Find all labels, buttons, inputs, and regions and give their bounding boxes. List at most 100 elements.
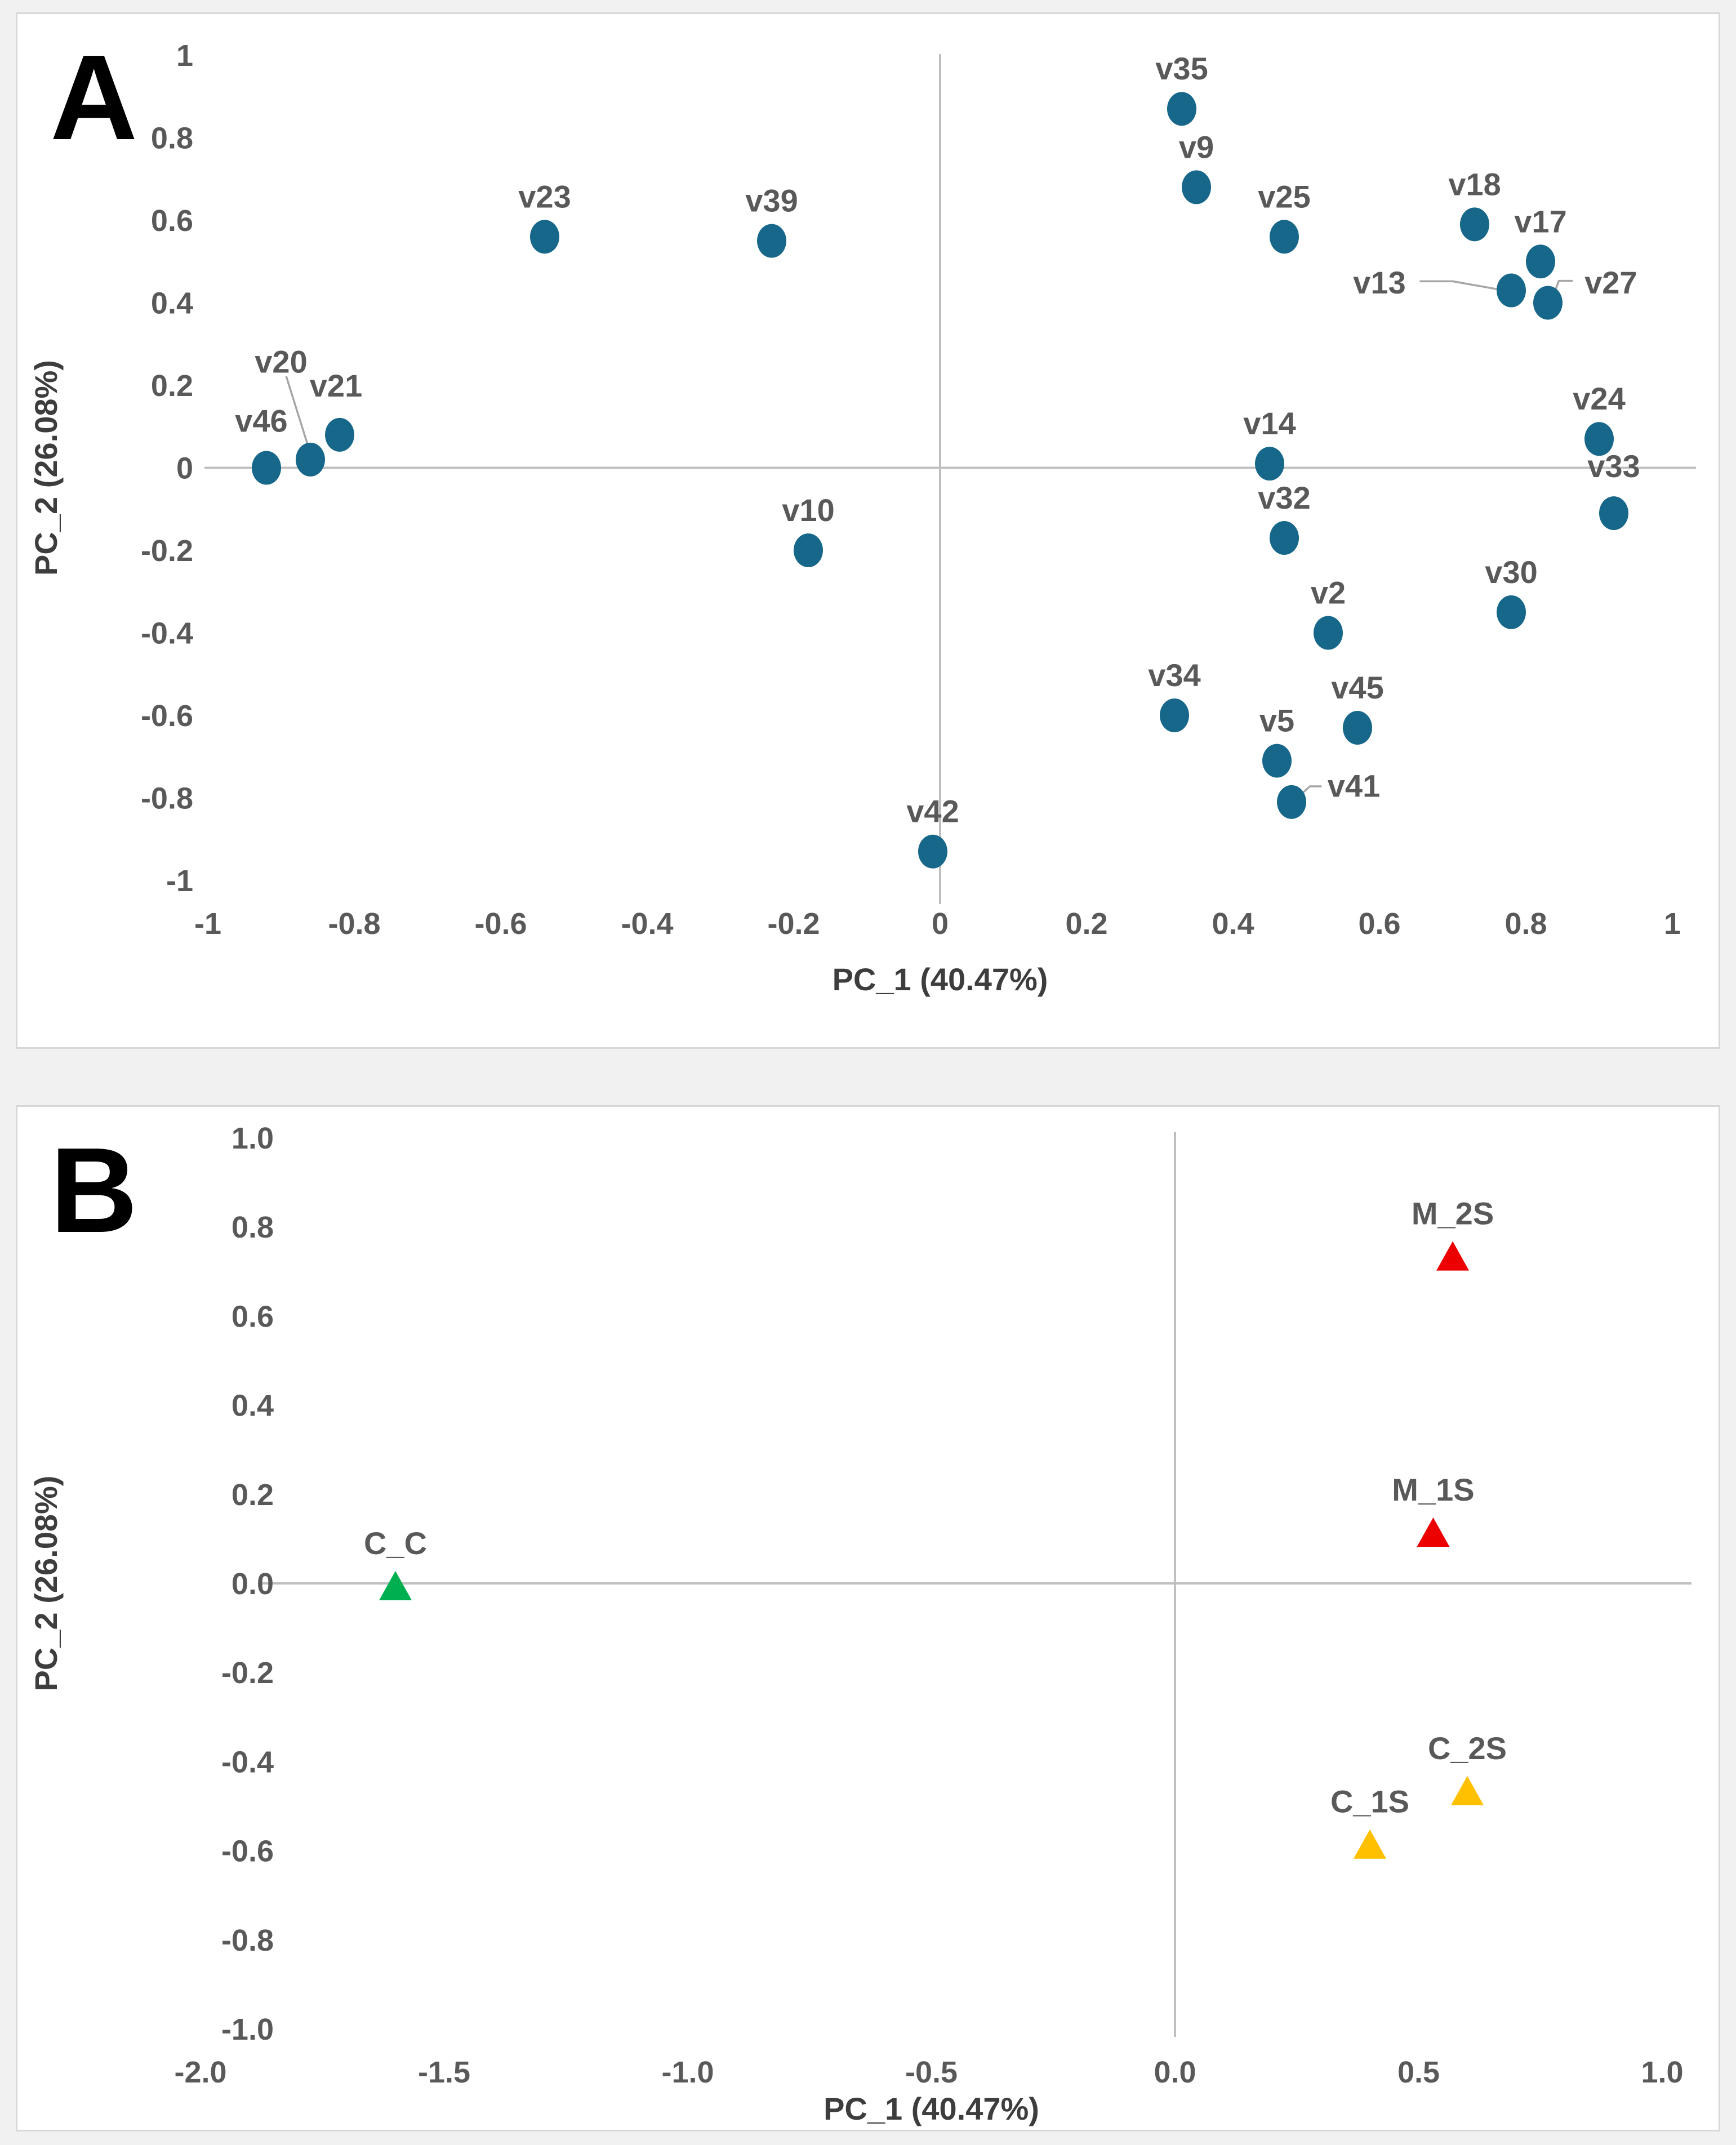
y-tick-label: -1.0 [221,2013,274,2046]
data-label-C_C: C_C [364,1525,427,1561]
data-point-C_1S [1354,1829,1386,1859]
data-label-v32: v32 [1258,480,1310,515]
data-label-v34: v34 [1148,657,1200,693]
x-axis-title: PC_1 (40.47%) [833,962,1048,997]
data-point-v27 [1533,286,1563,320]
y-tick-label: 0.8 [232,1211,274,1244]
y-tick-label: -0.6 [221,1835,274,1868]
y-tick-label: 0.8 [151,122,193,155]
data-label-v25: v25 [1258,179,1310,214]
y-tick-label: 0.4 [151,287,193,321]
x-tick-label: -1.5 [418,2055,470,2089]
data-point-C_2S [1451,1775,1484,1805]
x-tick-label: -1.0 [661,2055,714,2089]
data-point-v13 [1497,273,1526,308]
panel-b: B -2.0 -1.5 -1.0 -0.5 0.0 0.5 1.0 1.0 0.8 0.6 0.4 0… [16,1105,1720,2131]
y-tick-label: 0.2 [232,1478,274,1512]
y-tick-label: -0.4 [221,1745,274,1779]
y-tick-label: -0.2 [221,1656,274,1690]
y-tick-label: 0.0 [232,1567,274,1601]
x-axis-title: PC_1 (40.47%) [824,2091,1039,2126]
x-tick-label: 1 [1664,907,1681,941]
x-tick-label: -0.2 [767,907,820,941]
data-point-M_2S [1436,1241,1470,1271]
data-point-v24 [1584,422,1614,456]
x-tick-label: -2.0 [174,2055,226,2089]
data-point-v33 [1599,496,1628,531]
data-label-v17: v17 [1514,203,1566,239]
x-tick-label: -0.8 [328,907,380,941]
y-tick-label: -0.6 [141,699,193,733]
data-label-C_2S: C_2S [1428,1730,1507,1766]
data-label-v21: v21 [310,368,362,403]
data-point-M_1S [1417,1517,1450,1547]
x-tick-label: 0.8 [1504,907,1547,941]
y-tick-label: -0.8 [221,1924,274,1957]
data-label-v13: v13 [1353,265,1405,300]
data-point-v46 [252,451,281,485]
x-tick-label: 0.0 [1154,2055,1196,2089]
data-label-v9: v9 [1179,129,1214,164]
data-point-v18 [1460,207,1489,242]
data-point-v2 [1314,616,1343,650]
data-point-v25 [1270,220,1299,254]
panel-a-letter: A [50,29,138,165]
data-label-v5: v5 [1259,703,1294,738]
x-tick-label: -0.6 [474,907,527,941]
data-label-v46: v46 [235,403,287,438]
y-tick-label: 1.0 [232,1122,274,1155]
pca-loadings-scatter-plot: -1 -0.8 -0.6 -0.4 -0.2 0 0.2 0.4 0.6 0.8 1 1 0.8 0.6 0… [28,39,1696,997]
data-point-v35 [1167,92,1196,126]
data-point-v5 [1262,744,1292,778]
y-tick-label: 0 [176,452,193,486]
data-point-v32 [1270,521,1299,555]
y-tick-label: 0.6 [232,1300,274,1333]
data-label-v42: v42 [906,794,959,829]
data-point-v39 [757,224,786,258]
y-tick-label: 0.2 [151,369,193,403]
data-label-v24: v24 [1573,381,1625,416]
panel-b-letter: B [50,1122,138,1258]
x-tick-label: -0.5 [905,2055,958,2089]
y-tick-label: 0.4 [232,1389,274,1423]
data-label-v10: v10 [782,492,834,528]
y-tick-label: -0.2 [141,534,193,568]
data-label-M_2S: M_2S [1412,1196,1494,1231]
data-point-v45 [1343,710,1372,745]
data-point-v34 [1160,698,1189,732]
data-point-v10 [794,533,823,567]
data-point-v17 [1526,244,1555,279]
data-point-C_C [379,1570,412,1600]
x-tick-label: -0.4 [621,907,673,941]
data-point-v14 [1255,447,1284,481]
data-label-v45: v45 [1331,670,1383,705]
data-point-v23 [530,220,559,254]
y-tick-label: -1 [166,864,193,898]
data-label-v14: v14 [1243,406,1296,441]
data-label-v23: v23 [518,179,571,214]
data-point-v30 [1497,595,1526,629]
data-label-v20: v20 [255,344,307,380]
panel-a: A -1 -0.8 -0.6 -0.4 -0.2 0 0.2 0.4 0.6 0.8 1 1 0.8 0.… [16,12,1720,1049]
data-point-v20 [296,442,325,477]
y-tick-label: 1 [176,39,193,73]
leader-line-v20 [285,376,309,447]
x-tick-label: 0.5 [1397,2055,1440,2089]
x-tick-label: 0.2 [1065,907,1107,941]
data-label-v39: v39 [745,183,798,219]
data-label-v35: v35 [1155,51,1208,86]
data-label-v41: v41 [1328,768,1380,804]
leader-line-v13 [1419,280,1500,291]
pca-scores-scatter-plot: -2.0 -1.5 -1.0 -0.5 0.0 0.5 1.0 1.0 0.8 0.6 0.4 0.2… [28,1122,1692,2126]
y-axis-title: PC_2 (26.08%) [28,1476,64,1692]
data-point-v9 [1182,170,1211,204]
data-point-v42 [918,834,947,869]
x-tick-label: -1 [194,907,221,941]
data-label-v18: v18 [1448,166,1501,202]
data-point-v41 [1277,785,1306,819]
data-label-v30: v30 [1485,554,1537,590]
data-point-v21 [325,417,354,452]
y-tick-label: -0.4 [141,617,193,651]
y-tick-label: 0.6 [151,204,193,238]
data-label-v33: v33 [1587,448,1640,484]
